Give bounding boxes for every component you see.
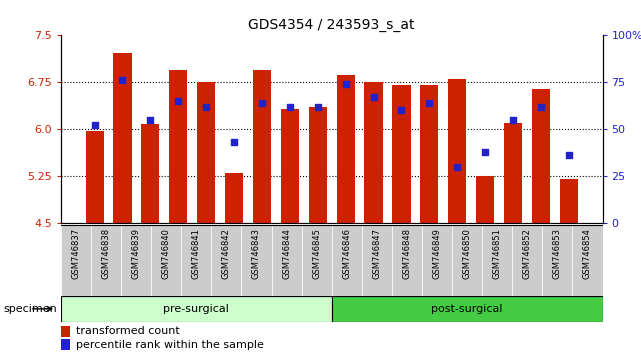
Point <box>424 100 435 106</box>
Text: GSM746848: GSM746848 <box>403 228 412 279</box>
Point <box>201 104 212 109</box>
Bar <box>362 225 392 296</box>
Point <box>452 164 462 170</box>
Text: GSM746842: GSM746842 <box>222 228 231 279</box>
Bar <box>212 225 242 296</box>
Text: GSM746846: GSM746846 <box>342 228 351 279</box>
Point <box>396 108 406 113</box>
Bar <box>392 85 410 223</box>
Bar <box>560 179 578 223</box>
Point <box>285 104 295 109</box>
Bar <box>61 326 71 337</box>
Point <box>340 81 351 87</box>
Bar <box>476 176 494 223</box>
Bar <box>337 75 354 223</box>
Bar <box>242 225 272 296</box>
Text: GSM746852: GSM746852 <box>523 228 532 279</box>
Text: GSM746839: GSM746839 <box>131 228 140 279</box>
Point <box>369 95 379 100</box>
Title: GDS4354 / 243593_s_at: GDS4354 / 243593_s_at <box>249 18 415 32</box>
Text: GSM746850: GSM746850 <box>463 228 472 279</box>
Bar <box>181 225 212 296</box>
Bar <box>169 70 187 223</box>
Text: GSM746849: GSM746849 <box>433 228 442 279</box>
Bar <box>452 225 482 296</box>
Text: GSM746840: GSM746840 <box>162 228 171 279</box>
Bar <box>61 296 332 322</box>
Bar <box>91 225 121 296</box>
Point <box>563 153 574 158</box>
Text: GSM746853: GSM746853 <box>553 228 562 279</box>
Bar <box>272 225 302 296</box>
Bar <box>85 131 104 223</box>
Bar <box>572 225 603 296</box>
Text: GSM746841: GSM746841 <box>192 228 201 279</box>
Bar <box>61 339 71 350</box>
Bar <box>504 123 522 223</box>
Point <box>536 104 546 109</box>
Text: GSM746851: GSM746851 <box>493 228 502 279</box>
Bar <box>532 88 550 223</box>
Bar <box>61 225 91 296</box>
Point <box>117 78 128 83</box>
Bar <box>392 225 422 296</box>
Bar <box>197 82 215 223</box>
Bar <box>281 109 299 223</box>
Bar <box>151 225 181 296</box>
Bar <box>542 225 572 296</box>
Bar <box>121 225 151 296</box>
Text: pre-surgical: pre-surgical <box>163 304 229 314</box>
Text: GSM746837: GSM746837 <box>71 228 80 279</box>
Text: GSM746844: GSM746844 <box>282 228 291 279</box>
Bar <box>332 225 362 296</box>
Bar <box>420 85 438 223</box>
Text: GSM746847: GSM746847 <box>372 228 381 279</box>
Text: post-surgical: post-surgical <box>431 304 503 314</box>
Point <box>90 122 100 128</box>
Bar <box>365 82 383 223</box>
Point <box>229 139 239 145</box>
Point <box>173 98 183 104</box>
Point <box>313 104 323 109</box>
Point <box>480 149 490 155</box>
Text: percentile rank within the sample: percentile rank within the sample <box>76 340 263 350</box>
Text: GSM746845: GSM746845 <box>312 228 321 279</box>
Bar <box>253 70 271 223</box>
Text: specimen: specimen <box>3 304 57 314</box>
Bar <box>113 53 131 223</box>
Bar <box>448 79 466 223</box>
Bar <box>482 225 512 296</box>
Bar <box>309 107 327 223</box>
Bar <box>422 225 452 296</box>
Text: GSM746854: GSM746854 <box>583 228 592 279</box>
Text: transformed count: transformed count <box>76 326 179 336</box>
Point <box>257 100 267 106</box>
Bar <box>332 296 603 322</box>
Bar <box>141 124 160 223</box>
Bar <box>512 225 542 296</box>
Bar <box>225 173 243 223</box>
Point <box>146 117 156 123</box>
Bar <box>302 225 332 296</box>
Text: GSM746838: GSM746838 <box>101 228 110 279</box>
Text: GSM746843: GSM746843 <box>252 228 261 279</box>
Point <box>508 117 518 123</box>
